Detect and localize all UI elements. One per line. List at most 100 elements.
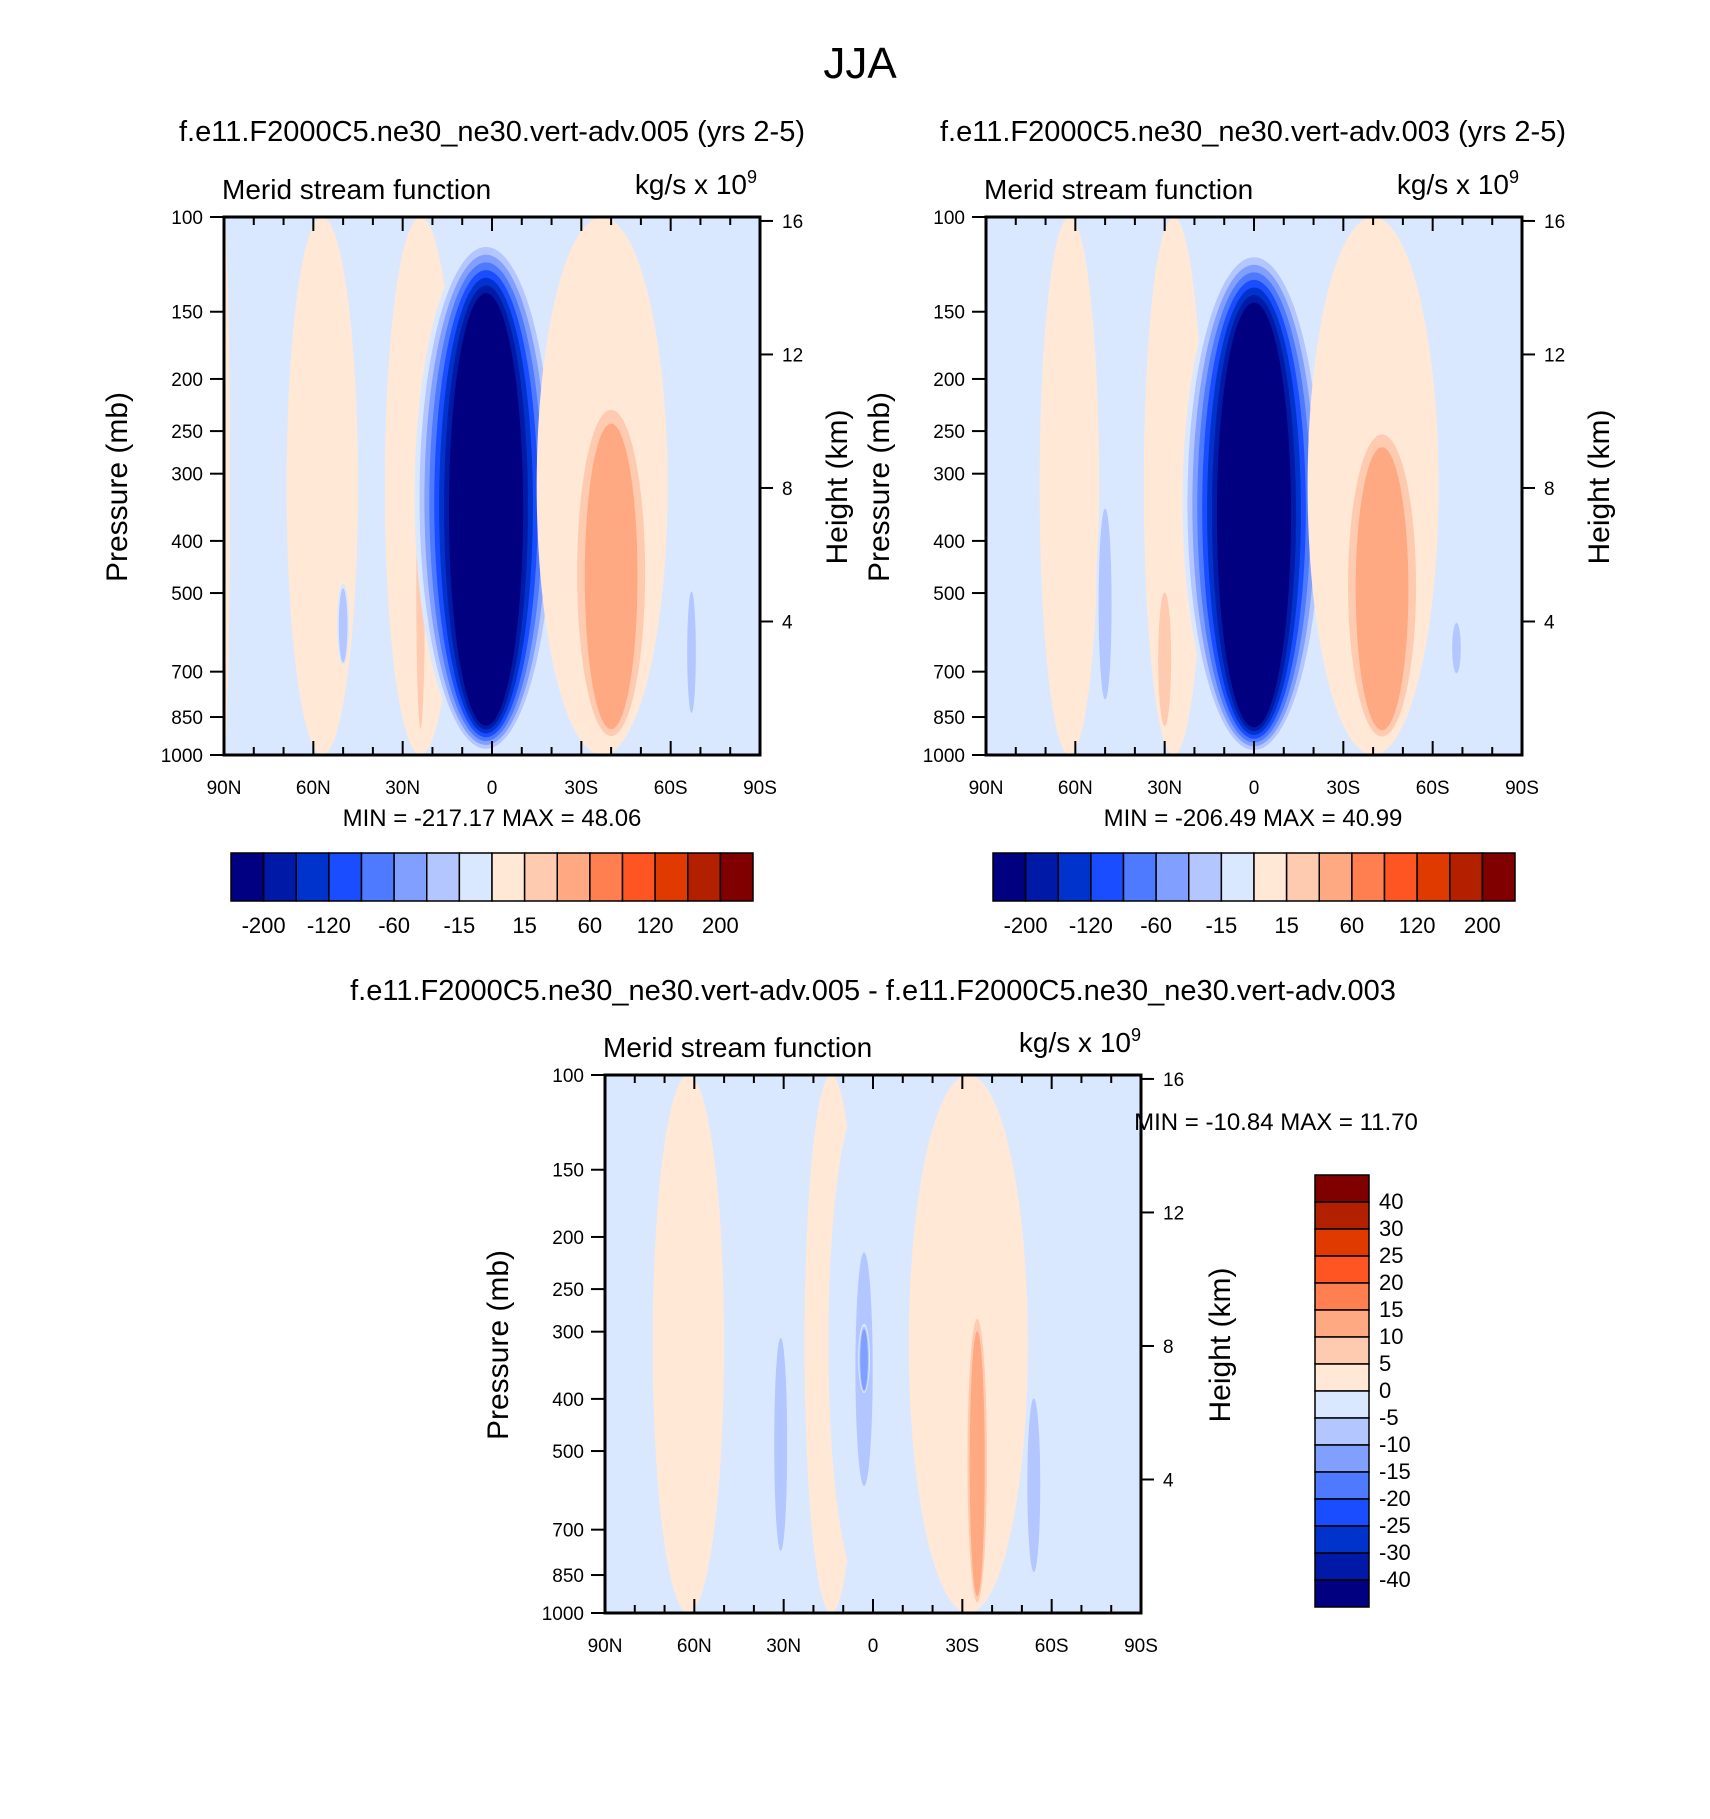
panel-2-plot: 90N 60N 30N 0 30S 60S 90S 100 150 200 250 300 400 500… (923, 208, 1565, 799)
colorbar-swatch (262, 852, 297, 902)
colorbar-label: 25 (1379, 1243, 1403, 1268)
y-tick-label: 250 (933, 422, 965, 443)
y-tick-label: 200 (552, 1228, 584, 1249)
y-tick-label: 250 (552, 1280, 584, 1301)
colorbar-label: 0 (1379, 1378, 1391, 1403)
colorbar-swatch (1314, 1336, 1370, 1365)
y-tick-label: 1000 (542, 1604, 584, 1625)
panel-1-minmax: MIN = -217.17 MAX = 48.06 (343, 805, 642, 832)
colorbar-swatch (1122, 852, 1157, 902)
colorbar-label: 40 (1379, 1189, 1403, 1214)
colorbar-label: 60 (578, 913, 602, 938)
contour-band-4-7 (1216, 302, 1292, 728)
contour-band-7-2 (584, 423, 638, 730)
y-tick-label: 700 (171, 663, 203, 684)
x-tick-label: 60S (1416, 778, 1450, 799)
colorbar-label: 200 (702, 913, 739, 938)
colorbar-swatch (1090, 852, 1125, 902)
colorbar-swatch (1318, 852, 1353, 902)
colorbar-label: 20 (1379, 1270, 1403, 1295)
colorbar-swatch (1024, 852, 1059, 902)
colorbar-swatch (426, 852, 461, 902)
contour-band-11-0 (1069, 1075, 1118, 1613)
colorbar-swatch (1253, 852, 1288, 902)
x-tick-label: 30N (1147, 778, 1182, 799)
colorbar-swatch (360, 852, 395, 902)
panel-2-units: kg/s x 109 (1397, 167, 1519, 200)
y-tick-label: 400 (933, 532, 965, 553)
y-tick-label: 150 (552, 1161, 584, 1182)
contour-band-5-7 (448, 293, 524, 726)
contour-band-0-0 (652, 1075, 725, 1613)
colorbar-label: -200 (242, 913, 286, 938)
colorbar-swatch (1314, 1579, 1370, 1608)
colorbar-label: -200 (1004, 913, 1048, 938)
y-tick-label: 700 (933, 663, 965, 684)
panel-2-minmax: MIN = -206.49 MAX = 40.99 (1104, 805, 1403, 832)
colorbar-swatch (719, 852, 754, 902)
colorbar-label: -15 (1205, 913, 1237, 938)
colorbar-label: 200 (1464, 913, 1501, 938)
panel-1-title: f.e11.F2000C5.ne30_ne30.vert-adv.005 (yr… (179, 116, 805, 148)
panel-3: f.e11.F2000C5.ne30_ne30.vert-adv.005 - f… (350, 975, 1418, 1657)
y-tick-label: 200 (171, 370, 203, 391)
contour-band-2-1 (338, 588, 348, 663)
y-tick-label: 100 (171, 208, 203, 229)
colorbar-swatch (1416, 852, 1451, 902)
y-tick-label: 300 (171, 465, 203, 486)
x-tick-label: 60S (1035, 1636, 1069, 1657)
y-tick-label: 500 (933, 584, 965, 605)
y2-tick-label: 4 (782, 612, 793, 633)
panel-3-plot: 90N 60N 30N 0 30S 60S 90S 100 150 200 250 300 400 500… (542, 1066, 1184, 1657)
panel-3-title: f.e11.F2000C5.ne30_ne30.vert-adv.005 - f… (350, 975, 1396, 1007)
panel-3-ylabel: Pressure (mb) (482, 1250, 515, 1440)
y2-tick-label: 12 (1163, 1203, 1184, 1224)
colorbar-label: -15 (443, 913, 475, 938)
y2-tick-label: 16 (1544, 212, 1565, 233)
panel-2-ylabel2: Height (km) (1583, 409, 1616, 564)
panel-3-units: kg/s x 109 (1019, 1025, 1141, 1058)
y2-tick-label: 4 (1544, 612, 1555, 633)
colorbar-label: -25 (1379, 1513, 1411, 1538)
colorbar-swatch (1220, 852, 1255, 902)
colorbar-swatch (1314, 1201, 1370, 1230)
y-tick-label: 850 (171, 708, 203, 729)
x-tick-label: 0 (1249, 778, 1260, 799)
colorbar-swatch (1285, 852, 1320, 902)
contour-band-3-1 (1158, 592, 1172, 726)
panel-1-units: kg/s x 109 (635, 167, 757, 200)
colorbar-label: -60 (1140, 913, 1172, 938)
colorbar-swatch (1351, 852, 1386, 902)
x-tick-label: 30N (766, 1636, 801, 1657)
y-tick-label: 1000 (161, 746, 203, 767)
panel-2-title: f.e11.F2000C5.ne30_ne30.vert-adv.003 (yr… (940, 116, 1566, 148)
y-tick-label: 500 (171, 584, 203, 605)
colorbar-swatch (1314, 1309, 1370, 1338)
colorbar-swatch (1314, 1471, 1370, 1500)
panel-1-colorbar: -200 -120 -60 -15 15 60 120 200 (230, 852, 754, 938)
y-tick-label: 1000 (923, 746, 965, 767)
y-tick-label: 700 (552, 1521, 584, 1542)
colorbar-swatch (1314, 1228, 1370, 1257)
x-tick-label: 30S (1326, 778, 1360, 799)
colorbar-label: -120 (307, 913, 351, 938)
x-tick-label: 60S (654, 778, 688, 799)
contour-field (986, 217, 1522, 755)
figure-title: JJA (823, 39, 897, 88)
x-tick-label: 90S (1505, 778, 1539, 799)
panel-1-left-label: Merid stream function (222, 174, 491, 205)
colorbar-swatch (1314, 1525, 1370, 1554)
contour-field (605, 1075, 1141, 1613)
colorbar-swatch (1155, 852, 1190, 902)
panel-1: f.e11.F2000C5.ne30_ne30.vert-adv.005 (yr… (101, 116, 854, 938)
colorbar-label: -40 (1379, 1567, 1411, 1592)
y2-tick-label: 12 (1544, 345, 1565, 366)
colorbar-swatch (230, 852, 265, 902)
y-tick-label: 250 (171, 422, 203, 443)
colorbar-swatch (1314, 1552, 1370, 1581)
x-tick-label: 60N (677, 1636, 712, 1657)
x-tick-label: 90S (1124, 1636, 1158, 1657)
colorbar-swatch (1314, 1498, 1370, 1527)
colorbar-label: -60 (378, 913, 410, 938)
panel-2-left-label: Merid stream function (984, 174, 1253, 205)
